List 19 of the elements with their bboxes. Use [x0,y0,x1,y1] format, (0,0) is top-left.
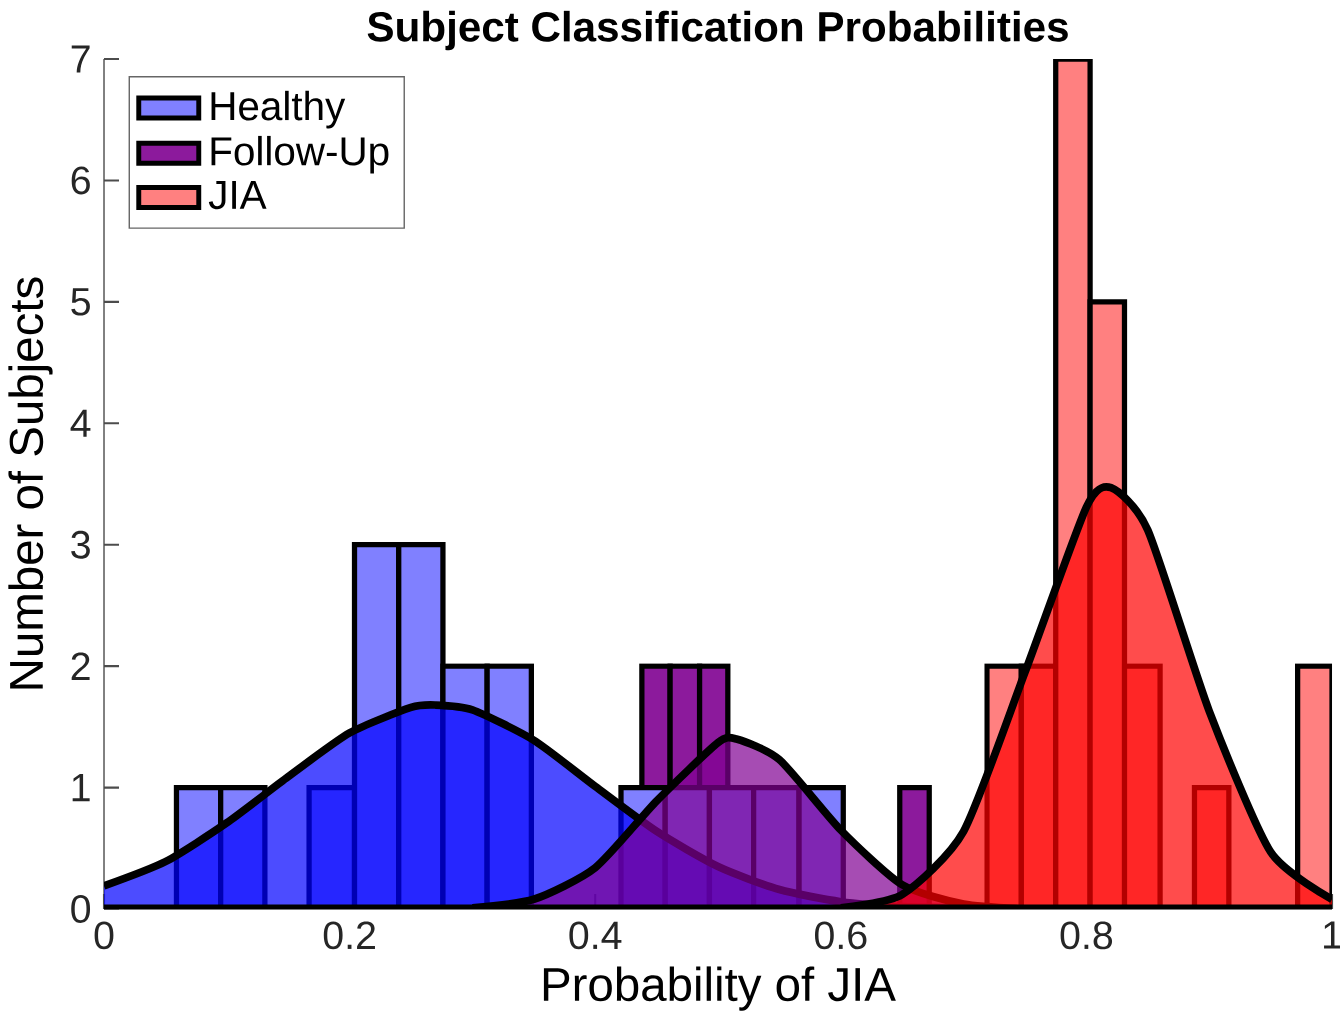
y-axis-title: Number of Subjects [8,277,53,689]
legend-label: JIA [208,181,267,210]
x-tick-label: 0.2 [323,921,375,950]
x-tick-label: 0.6 [814,921,867,950]
x-axis-title: Probability of JIA [543,966,896,1011]
legend-label: Follow-Up [211,135,389,174]
legend-label: Healthy [211,90,346,129]
y-tick-label: 0 [71,895,91,923]
y-tick-label: 3 [71,530,90,559]
y-tick-label: 2 [71,652,90,680]
y-tick-label: 7 [71,45,90,73]
x-tick-label: 0 [94,921,114,950]
y-tick-label: 5 [71,288,90,316]
x-tick-label: 0.4 [569,921,622,950]
y-tick-label: 4 [70,409,91,437]
chart-title: Subject Classification Probabilities [367,10,1068,51]
y-tick-label: 1 [72,774,90,802]
x-tick-label: 0.8 [1060,921,1113,950]
y-tick-label: 6 [71,166,90,195]
